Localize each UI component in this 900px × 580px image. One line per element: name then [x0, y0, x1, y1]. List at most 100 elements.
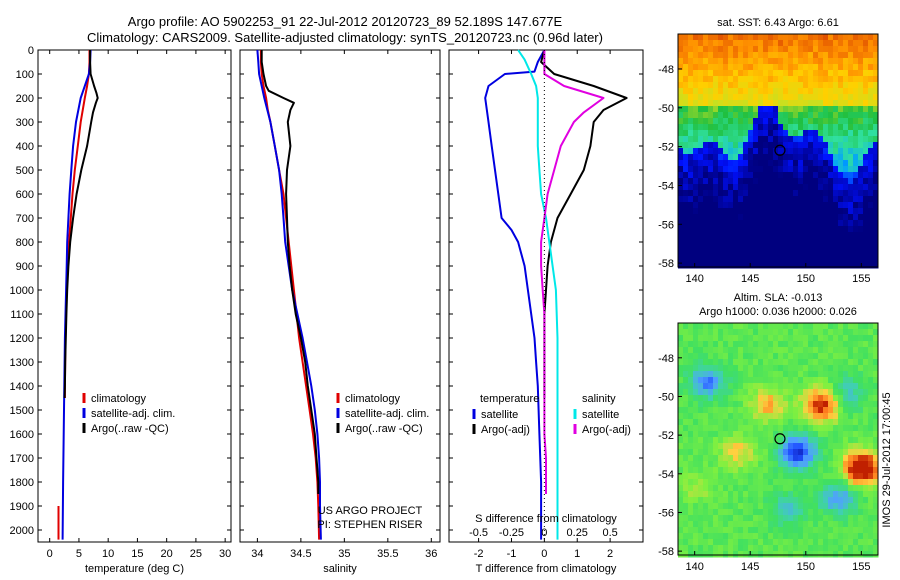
map-cell: [773, 46, 779, 53]
map-cell: [743, 244, 749, 251]
map-cell: [798, 64, 804, 71]
map-cell: [703, 371, 709, 378]
map-cell: [853, 40, 859, 47]
map-cell: [753, 431, 759, 438]
map-cell: [828, 347, 834, 354]
map-cell: [733, 539, 739, 546]
map-cell: [873, 353, 879, 360]
map-cell: [773, 124, 779, 131]
map-cell: [838, 449, 844, 456]
map-cell: [868, 136, 874, 143]
map-cell: [748, 118, 754, 125]
map-cell: [813, 118, 819, 125]
map-cell: [873, 190, 879, 197]
map-cell: [753, 419, 759, 426]
map-cell: [793, 136, 799, 143]
map-cell: [698, 226, 704, 233]
map-cell: [808, 184, 814, 191]
map-cell: [813, 88, 819, 95]
map-cell: [778, 371, 784, 378]
y-tick-label: 1800: [10, 477, 34, 489]
map-cell: [703, 425, 709, 432]
map-cell: [858, 371, 864, 378]
map-cell: [813, 335, 819, 342]
map-cell: [838, 256, 844, 263]
map-cell: [863, 70, 869, 77]
map-cell: [793, 166, 799, 173]
map-cell: [718, 455, 724, 462]
map-cell: [748, 226, 754, 233]
map-cell: [863, 178, 869, 185]
map-cell: [743, 40, 749, 47]
map-cell: [758, 88, 764, 95]
map-cell: [873, 172, 879, 179]
map-cell: [808, 124, 814, 131]
map-cell: [773, 238, 779, 245]
imos-timestamp: IMOS 29-Jul-2012 17:00:45: [881, 392, 893, 527]
map-cell: [713, 64, 719, 71]
map-cell: [838, 70, 844, 77]
map-cell: [753, 112, 759, 119]
map-cell: [843, 226, 849, 233]
map-cell: [778, 443, 784, 450]
map-cell: [693, 46, 699, 53]
map-cell: [768, 196, 774, 203]
map-cell: [783, 166, 789, 173]
map-title: Argo h1000: 0.036 h2000: 0.026: [699, 306, 857, 318]
map-cell: [853, 46, 859, 53]
map-cell: [758, 244, 764, 251]
map-cell: [873, 250, 879, 257]
map-cell: [863, 100, 869, 107]
map-cell: [738, 395, 744, 402]
map-cell: [683, 142, 689, 149]
map-cell: [733, 461, 739, 468]
map-cell: [738, 106, 744, 113]
map-cell: [733, 413, 739, 420]
map-cell: [813, 208, 819, 215]
map-cell: [818, 130, 824, 137]
map-cell: [858, 347, 864, 354]
y-tick-label: 1900: [10, 501, 34, 513]
map-cell: [788, 341, 794, 348]
map-cell: [768, 52, 774, 59]
map-cell: [873, 521, 879, 528]
map-cell: [698, 449, 704, 456]
map-cell: [828, 166, 834, 173]
map-cell: [868, 142, 874, 149]
map-cell: [778, 190, 784, 197]
map-cell: [818, 52, 824, 59]
x-axis-label: T difference from climatology: [476, 563, 617, 575]
map-cell: [843, 413, 849, 420]
map-cell: [703, 40, 709, 47]
map-cell: [873, 461, 879, 468]
map-cell: [783, 425, 789, 432]
map-cell: [758, 491, 764, 498]
map-cell: [828, 455, 834, 462]
map-cell: [828, 58, 834, 65]
map-cell: [808, 76, 814, 83]
map-cell: [853, 112, 859, 119]
map-cell: [693, 250, 699, 257]
map-cell: [768, 431, 774, 438]
map-cell: [768, 208, 774, 215]
map-cell: [798, 395, 804, 402]
map-cell: [718, 160, 724, 167]
map-cell: [738, 479, 744, 486]
map-cell: [868, 58, 874, 65]
map-cell: [688, 70, 694, 77]
map-cell: [838, 389, 844, 396]
map-cell: [873, 166, 879, 173]
map-frame: [677, 322, 879, 556]
map-cell: [783, 419, 789, 426]
map-cell: [853, 467, 859, 474]
map-cell: [758, 124, 764, 131]
map-cell: [818, 383, 824, 390]
map-cell: [773, 395, 779, 402]
map-cell: [708, 383, 714, 390]
map-cell: [868, 148, 874, 155]
map-cell: [688, 232, 694, 239]
map-cell: [703, 238, 709, 245]
map-cell: [858, 208, 864, 215]
map-cell: [713, 377, 719, 384]
map-cell: [793, 100, 799, 107]
